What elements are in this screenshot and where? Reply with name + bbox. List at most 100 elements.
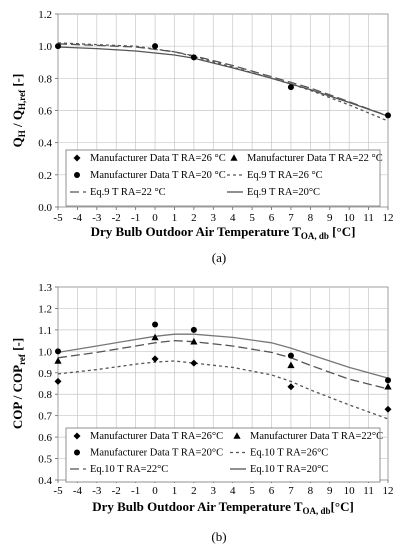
x-tick-label: -2 [112,485,121,497]
legend-symbol-triangle [233,432,241,439]
x-tick-label: 10 [344,485,356,497]
legend-label: Manufacturer Data T RA=22 °C [247,153,383,164]
legend-symbol-diamond [73,154,81,162]
x-tick-label: 2 [191,212,197,224]
legend-label: Eq.9 T RA=26 °C [247,170,323,181]
chart-b: -5 -4 -3 -2 -1 0 1 2 3 4 5 6 7 8 9 10 11 120.40.50.60.70.… [10,282,394,544]
data-point-triangle [54,357,62,364]
y-tick-label: 1.2 [38,9,52,21]
x-tick-label: -3 [92,212,102,224]
legend-label: Manufacturer Data T RA=26 °C [90,153,226,164]
y-tick-label: 1.1 [38,325,52,337]
legend-box [65,149,381,207]
data-point-triangle [151,333,159,341]
legend-label: Eq.10 T RA=20°C [250,464,328,475]
series-line-long-dash [57,339,389,390]
figure-caption: (b) [211,529,226,544]
y-tick-label: 1.0 [38,346,52,358]
legend-label: Eq.9 T RA=22 °C [90,187,166,198]
x-tick-label: -3 [92,485,102,497]
x-tick-label: -5 [53,212,63,224]
data-point-circle [287,352,294,359]
data-point-triangle [287,361,295,369]
series-line-solid [57,46,389,117]
data-point-diamond [190,359,198,367]
x-axis-label: Dry Bulb Outdoor Air Temperature TOA, db… [92,499,354,516]
data-point-diamond [384,405,392,413]
data-point-circle [385,377,391,384]
y-tick-label: 0.8 [38,73,52,85]
x-tick-label: 5 [249,485,255,497]
series-line-short-dash [57,42,389,122]
x-tick-label: 3 [211,485,217,497]
x-tick-label: -5 [53,485,63,497]
x-tick-label: -1 [131,212,140,224]
y-axis-label: QH / QH,ref [-] [10,74,27,148]
data-point-triangle [190,337,198,345]
legend-label: Manufacturer Data T RA=20 °C [90,170,226,181]
y-tick-label: 0.7 [38,411,52,423]
x-tick-label: -2 [112,212,121,224]
y-tick-label: 0.5 [38,454,52,466]
x-tick-label: 6 [269,212,275,224]
x-tick-label: -4 [73,485,83,497]
data-point-circle [55,348,61,355]
y-tick-label: 1.3 [38,282,52,294]
legend-label: Eq.10 T RA=26°C [250,448,328,459]
x-tick-label: 7 [288,485,294,497]
x-tick-label: -4 [73,212,83,224]
legend-label: Eq.9 T RA=20°C [247,187,320,198]
x-tick-label: 12 [383,485,394,497]
figure-caption: (a) [212,250,226,265]
x-tick-label: 4 [230,212,236,224]
x-tick-label: 5 [249,212,255,224]
y-tick-label: 0.8 [38,389,52,401]
legend: Manufacturer Data T RA=26°C Manufacturer … [65,427,383,483]
data-point-circle [55,43,61,50]
x-axis-label: Dry Bulb Outdoor Air Temperature TOA, db… [91,224,356,241]
legend-box [65,427,381,483]
y-tick-label: 1.0 [38,41,52,53]
chart-a: -5 -4 -3 -2 -1 0 1 2 3 4 5 6 7 8 9 10 11 120.00.20.40.60.… [10,9,394,265]
x-tick-label: 8 [308,485,314,497]
legend-symbol-diamond [73,432,81,440]
x-tick-label: 8 [308,212,314,224]
x-tick-label: 7 [288,212,294,224]
x-tick-label: 9 [327,485,333,497]
y-tick-label: 1.2 [38,303,52,315]
y-tick-label: 0.4 [38,475,52,487]
y-tick-label: 0.0 [38,202,52,214]
y-axis-label: COP / COPref [-] [10,338,27,429]
y-tick-label: 0.6 [38,106,52,118]
legend-label: Manufacturer Data T RA=20°C [90,448,223,459]
x-tick-label: 3 [211,212,217,224]
data-point-diamond [151,355,159,363]
series-line-long-dash [57,43,389,117]
x-tick-label: 11 [363,212,374,224]
legend-label: Manufacturer Data T RA=22°C [250,431,383,442]
data-point-circle [190,54,197,61]
data-point-circle [287,84,294,91]
x-tick-label: 0 [152,485,158,497]
legend-label: Eq.10 T RA=22°C [90,464,168,475]
y-tick-label: 0.2 [38,170,52,182]
legend-symbol-circle [74,449,80,456]
data-point-diamond [287,383,295,391]
x-tick-label: 9 [327,212,333,224]
x-tick-label: -1 [131,485,140,497]
legend: Manufacturer Data T RA=26 °C Manufacturer… [65,149,383,207]
data-point-circle [190,326,197,333]
x-tick-label: 2 [191,485,197,497]
x-tick-label: 1 [172,212,178,224]
y-tick-label: 0.6 [38,432,52,444]
x-tick-label: 4 [230,485,236,497]
x-tick-label: 6 [269,485,275,497]
y-tick-label: 0.4 [38,138,52,150]
series-line-short-dash [57,360,389,420]
x-tick-label: 12 [383,212,394,224]
series-line-solid [57,333,389,379]
x-tick-label: 0 [152,212,158,224]
data-point-circle [385,112,391,119]
